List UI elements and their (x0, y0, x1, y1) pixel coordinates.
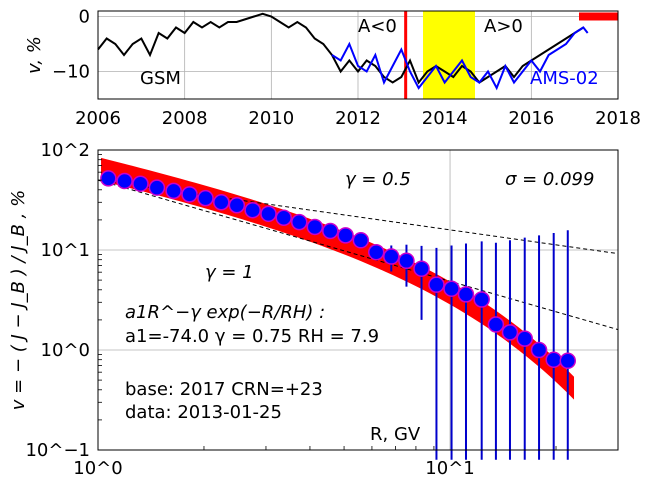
data-point (457, 286, 475, 303)
bottom-xlabel: R, GV (370, 424, 421, 445)
fit-params: a1=-74.0 γ = 0.75 RH = 7.9 (125, 326, 379, 347)
data-point (398, 252, 415, 270)
data-point (516, 330, 533, 347)
data-point (428, 276, 445, 293)
error-bars (375, 230, 569, 460)
data-point (148, 179, 166, 196)
data-point (181, 186, 198, 203)
data-date-label: data: 2013-01-25 (125, 402, 282, 423)
bottom-ytick-label: 10^2 (41, 140, 90, 161)
data-point (487, 316, 505, 333)
top-plot-frame (97, 10, 619, 100)
data-point (501, 324, 519, 341)
data-points (100, 170, 577, 370)
base-label: base: 2017 CRN=+23 (125, 379, 323, 400)
bottom-xtick-label: 10^0 (73, 458, 122, 479)
data-point (559, 352, 577, 370)
ams-label: AMS-02 (530, 68, 599, 89)
reversal-band (423, 11, 475, 99)
top-xtick-label: 2010 (248, 108, 294, 129)
top-xtick-label: 2008 (162, 108, 208, 129)
data-point (213, 194, 230, 211)
data-point (244, 201, 261, 219)
data-point (530, 341, 548, 359)
top-panel: 2006 2008 2010 2012 2014 2016 2018 0 −10 GSM AMS… (24, 7, 641, 130)
top-ticks: 2006 2008 2010 2012 2014 2016 2018 0 −10 (52, 7, 641, 130)
data-point (443, 280, 460, 297)
top-ytick-label: −10 (52, 62, 90, 83)
reference-line (97, 179, 619, 331)
data-point (367, 243, 385, 261)
top-xtick-label: 2014 (422, 108, 468, 129)
data-point (100, 170, 117, 187)
bottom-panel: 10^0 10^110^−110^010^110^2 γ = 0.5 σ = 0.… (8, 140, 619, 479)
data-point (116, 172, 133, 190)
data-point (197, 189, 214, 207)
top-ylabel: v, % (24, 36, 45, 74)
data-point (413, 260, 430, 277)
data-point (352, 232, 370, 249)
top-xtick-label: 2006 (75, 108, 121, 129)
a-positive-label: A>0 (484, 16, 523, 37)
bottom-ytick-label: 10^1 (41, 240, 90, 261)
a-negative-label: A<0 (358, 16, 397, 37)
bottom-ticks: 10^0 10^110^−110^010^110^2 (25, 140, 619, 479)
gsm-label: GSM (140, 68, 181, 89)
series-line-ams-02 (331, 26, 589, 91)
fit-formula: a1R^−γ exp(−R/RH) : (125, 302, 325, 323)
data-point (545, 351, 562, 368)
gamma-half-label: γ = 0.5 (345, 169, 411, 190)
top-xtick-label: 2018 (595, 108, 641, 129)
data-point (165, 182, 182, 200)
data-point (383, 248, 400, 265)
bottom-plot-frame (97, 149, 619, 451)
data-point (291, 213, 308, 231)
top-ytick-label: 0 (79, 7, 90, 28)
bottom-ytick-label: 10^0 (41, 340, 90, 361)
top-xtick-label: 2012 (335, 108, 381, 129)
data-point (228, 197, 246, 214)
data-point (337, 227, 354, 244)
data-point (322, 222, 339, 240)
data-point (473, 291, 490, 308)
top-xtick-label: 2016 (508, 108, 554, 129)
sigma-label: σ = 0.099 (505, 169, 594, 190)
data-point (275, 209, 292, 227)
data-point (260, 205, 277, 223)
gamma-one-label: γ = 1 (205, 262, 254, 283)
top-series-group (97, 12, 589, 91)
series-line-gsm (97, 12, 584, 85)
bottom-ylabel: v = − ( J − J_B ) / J_B , % (8, 190, 29, 410)
data-point (306, 218, 324, 236)
bottom-xtick-label: 10^1 (425, 458, 474, 479)
data-point (132, 175, 149, 192)
bottom-ytick-label: 10^−1 (25, 440, 90, 461)
